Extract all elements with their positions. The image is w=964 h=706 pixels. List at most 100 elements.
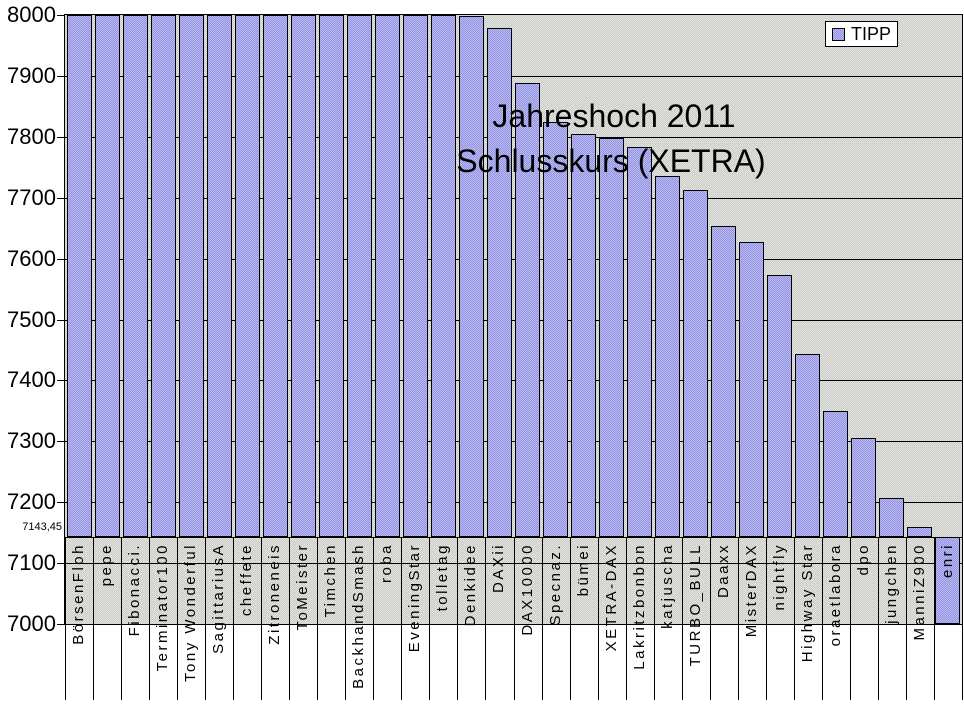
category-label-MisterDAX: MisterDAX: [743, 543, 760, 638]
category-tick-15: [485, 537, 486, 700]
gridline-7300: [65, 441, 962, 442]
category-tick-13: [429, 537, 430, 700]
gridline-7900: [65, 76, 962, 77]
chart-title-line-1: Jahreshoch 2011: [492, 98, 736, 134]
category-label-EveningStar: EveningStar: [406, 543, 423, 653]
category-tick-29: [878, 537, 879, 700]
bar-roba: [375, 15, 400, 537]
gridline-7200: [65, 502, 962, 503]
y-tick-label-7700: 7700: [7, 185, 56, 210]
bar-jungchen: [879, 498, 904, 537]
bar-bümei: [571, 134, 596, 537]
category-label-XETRA-DAX: XETRA-DAX: [603, 543, 620, 652]
y-tick-7700: [57, 198, 65, 199]
category-label-ManniZ900: ManniZ900: [911, 543, 928, 641]
category-label-Tony Wonderful: Tony Wonderful: [182, 543, 199, 682]
category-label-oraetlabora: oraetlabora: [827, 543, 844, 647]
bar-SagittariusA: [207, 15, 232, 537]
category-tick-8: [289, 537, 290, 700]
legend-series-marker-icon: [831, 27, 845, 41]
bar-BackhandSmash: [347, 15, 372, 537]
y-tick-7200: [57, 502, 65, 503]
y-tick-label-8000: 8000: [7, 2, 56, 27]
chart-title-line-2: Schlusskurs (XETRA): [456, 143, 766, 179]
y-tick-7900: [57, 76, 65, 77]
category-label-Fibonacci.: Fibonacci.: [126, 543, 143, 637]
category-tick-9: [317, 537, 318, 700]
category-tick-16: [514, 537, 515, 700]
y-tick-label-7200: 7200: [7, 489, 56, 514]
bar-cheffete: [235, 15, 260, 537]
bar-MisterDAX: [739, 242, 764, 537]
bar-XETRA-DAX: [599, 138, 624, 537]
category-tick-32: [962, 537, 963, 700]
y-tick-label-7900: 7900: [7, 63, 56, 88]
category-label-ToMeister: ToMeister: [294, 543, 311, 631]
y-tick-7300: [57, 441, 65, 442]
category-label-BackhandSmash: BackhandSmash: [350, 543, 367, 689]
gridline-7500: [65, 320, 962, 321]
bar-pepe: [95, 15, 120, 537]
bar-oraetlabora: [823, 411, 848, 537]
bar-Denkidee: [459, 16, 484, 537]
y-tick-7000: [57, 624, 65, 625]
category-tick-25: [766, 537, 767, 700]
category-tick-1: [93, 537, 94, 700]
y-tick-label-7100: 7100: [7, 550, 56, 575]
y-tick-label-7300: 7300: [7, 428, 56, 453]
category-tick-21: [654, 537, 655, 700]
category-tick-2: [121, 537, 122, 700]
legend: TIPP: [825, 21, 898, 47]
bar-Daaxx: [711, 226, 736, 537]
y-tick-label-7500: 7500: [7, 307, 56, 332]
bar-dpo: [851, 438, 876, 537]
y-tick-8000: [57, 15, 65, 16]
category-label-nightfly: nightfly: [771, 543, 788, 611]
bar-Tony Wonderful: [179, 15, 204, 537]
category-tick-23: [710, 537, 711, 700]
bar-Highway Star: [795, 354, 820, 537]
gridline-7400: [65, 380, 962, 381]
y-tick-7500: [57, 320, 65, 321]
bar-ManniZ900: [907, 527, 932, 537]
category-label-DAXii: DAXii: [490, 543, 507, 594]
bar-DAXii: [487, 28, 512, 537]
category-label-Timchen: Timchen: [322, 543, 339, 618]
bar-BörsenFloh: [67, 15, 92, 537]
bar-nightfly: [767, 275, 792, 537]
category-tick-18: [570, 537, 571, 700]
category-label-Specnaz.: Specnaz.: [547, 543, 564, 626]
category-axis-line: [65, 537, 962, 538]
category-label-katjuscha: katjuscha: [659, 543, 676, 629]
bar-tolletag: [431, 15, 456, 537]
category-tick-10: [345, 537, 346, 700]
category-tick-5: [205, 537, 206, 700]
category-label-BörsenFloh: BörsenFloh: [70, 543, 87, 645]
category-tick-6: [233, 537, 234, 700]
category-label-DAX10000: DAX10000: [519, 543, 536, 636]
category-tick-30: [906, 537, 907, 700]
category-tick-12: [401, 537, 402, 700]
category-label-TURBO_BULL: TURBO_BULL: [687, 543, 704, 667]
bar-Lakritzbonbon: [627, 147, 652, 537]
y-tick-label-7400: 7400: [7, 367, 56, 392]
category-tick-26: [794, 537, 795, 700]
category-label-Denkidee: Denkidee: [462, 543, 479, 627]
gridline-7700: [65, 198, 962, 199]
category-tick-24: [738, 537, 739, 700]
category-label-dpo: dpo: [855, 543, 872, 576]
category-tick-4: [177, 537, 178, 700]
category-label-Highway Star: Highway Star: [799, 543, 816, 663]
y-tick-7400: [57, 380, 65, 381]
category-tick-17: [542, 537, 543, 700]
category-label-enri: enri: [939, 543, 956, 579]
category-label-roba: roba: [378, 543, 395, 584]
category-tick-31: [934, 537, 935, 700]
category-label-SagittariusA: SagittariusA: [210, 543, 227, 654]
category-tick-20: [626, 537, 627, 700]
category-tick-19: [598, 537, 599, 700]
bar-enri: [935, 537, 960, 624]
y-tick-label-7800: 7800: [7, 124, 56, 149]
category-label-pepe: pepe: [98, 543, 115, 587]
